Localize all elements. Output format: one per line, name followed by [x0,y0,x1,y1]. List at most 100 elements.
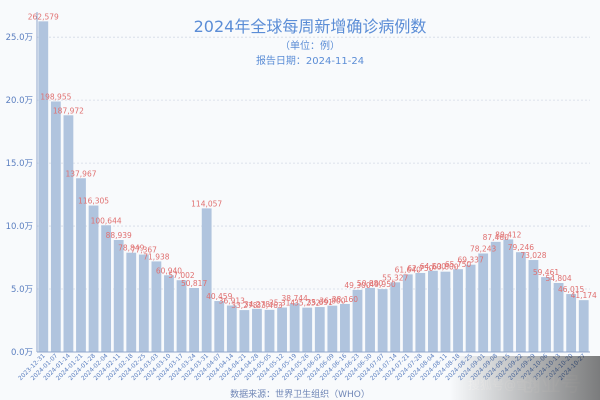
bar-value-label: 36,913 [219,297,245,306]
bar-value-label: 69,337 [457,256,483,265]
bar-value-label: 78,849 [118,244,144,253]
bar [113,240,124,352]
bar-value-label: 54,804 [545,274,571,283]
bar [377,289,388,352]
bar-value-label: 62,750 [407,264,433,273]
bar-value-label: 63,800 [432,263,458,272]
bar [427,270,438,352]
bar [38,21,49,352]
bar [151,261,162,352]
bar-value-label: 35,314 [269,299,295,308]
bar-value-label: 41,174 [571,291,597,300]
bar-value-label: 59,461 [533,268,559,277]
bar-value-label: 36,800 [319,297,345,306]
y-tick-label: 25.0万 [6,33,33,43]
watermark-brand: 创业号 [521,372,581,396]
data-source-note: 数据来源：世界卫生组织（WHO） [230,388,370,400]
bar [465,264,476,352]
bar [138,254,149,352]
bar [528,260,539,352]
bar-value-label: 50,880 [357,279,383,288]
bar [126,252,137,352]
bar [88,205,99,352]
bar-value-label: 100,644 [91,216,122,225]
bar-value-label: 49,950 [370,280,396,289]
bar-value-label: 89,412 [495,230,521,239]
value-label-layer: 262,579 198,955 187,972 137,967 116,305 100,6… [28,12,597,310]
bar-value-label: 198,955 [40,92,71,101]
bar [277,307,287,352]
bar-value-label: 88,939 [106,231,132,240]
report-date: 报告日期：2024-11-24 [256,54,364,67]
bar [101,225,112,352]
bar-value-label: 61,640 [395,265,421,274]
chart-title: 2024年全球每周新增确诊病例数 [194,17,427,36]
bar-value-label: 262,579 [28,12,59,21]
bar-value-label: 73,028 [520,251,546,260]
bar [214,301,225,352]
bar-value-label: 114,057 [191,199,222,208]
bar-value-label: 65,750 [445,260,471,269]
bar-value-label: 35,691 [307,298,333,307]
bar [340,303,350,352]
bar-value-label: 64,500 [420,262,446,271]
bar-value-label: 34,278 [244,300,270,309]
bar [390,282,401,352]
bar-value-label: 60,940 [156,266,182,275]
bar [453,269,463,352]
bar [365,287,375,352]
y-tick-label: 20.0万 [6,96,33,106]
bar-value-label: 71,938 [143,252,169,261]
bar-value-label: 77,367 [131,246,157,255]
bar [164,275,174,352]
bar [566,294,577,352]
bar [503,239,514,352]
bar [440,271,451,352]
bar [50,101,61,352]
bar [415,272,426,352]
bar [252,308,262,352]
bar [63,115,74,352]
bar [226,305,237,352]
bar-layer [38,21,589,352]
bar [189,288,200,352]
chart-subtitle: （单位：例） [280,39,340,52]
bar-value-label: 78,243 [470,244,496,253]
y-tick-label: 15.0万 [6,159,33,169]
bar [541,277,551,352]
y-tick-label: 5.0万 [11,285,33,295]
bar [302,307,313,352]
bar [578,300,589,352]
bar [352,289,363,352]
bar [402,274,413,352]
bar-value-label: 187,972 [53,106,84,115]
bar [76,178,86,352]
bar [553,282,564,352]
bar-value-label: 38,160 [332,295,358,304]
bar-value-label: 57,002 [168,271,194,280]
bar-value-label: 87,460 [483,233,509,242]
y-tick-label: 10.0万 [6,222,33,232]
bar-value-label: 49,300 [344,281,370,290]
bar-value-label: 33,463 [256,301,282,310]
bar [478,253,489,352]
y-tick-label: 0.0万 [11,348,33,358]
bar [515,252,526,352]
bar [239,310,250,352]
bar [264,309,275,352]
bar [327,305,338,352]
bar-value-label: 35,232 [294,299,320,308]
bar [289,303,300,352]
bar-value-label: 137,967 [65,169,96,178]
bar-value-label: 79,246 [508,243,534,252]
bar [176,280,187,352]
bar-value-label: 40,459 [206,292,232,301]
bar-value-label: 33,278 [231,301,257,310]
bar [201,208,212,352]
bar [490,241,501,352]
bar-value-label: 46,015 [558,285,584,294]
bar [314,307,325,352]
bar-value-label: 50,817 [181,279,207,288]
